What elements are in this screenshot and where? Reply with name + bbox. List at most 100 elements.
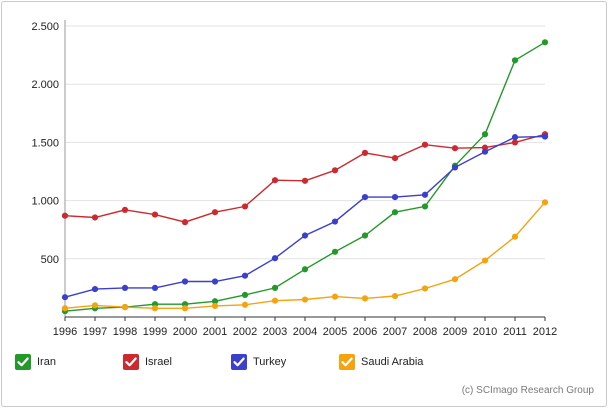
legend-label: Israel [145,356,172,368]
data-point-iran [391,209,399,216]
checkbox-check-icon[interactable] [231,354,247,370]
x-tick-label: 2008 [413,326,437,338]
data-point-israel [391,155,399,162]
y-tick-label: 2.500 [31,21,59,33]
x-tick-label: 2000 [173,326,197,338]
data-point-turkey [331,218,339,225]
data-point-turkey [211,278,219,285]
data-point-saudi-arabia [421,285,429,292]
checkbox-check-icon[interactable] [123,354,139,370]
data-point-turkey [181,278,189,285]
line-chart: 500 1.000 1.500 2.000 2.500 1996 1997 1998 1999… [31,20,557,338]
data-point-israel [271,177,279,184]
data-point-turkey [481,148,489,155]
data-point-saudi-arabia [391,292,399,300]
data-point-saudi-arabia [181,305,189,312]
data-point-turkey [61,294,69,301]
data-point-turkey [271,255,279,262]
data-point-iran [301,266,309,273]
data-point-iran [211,298,219,305]
credit-text: (c) SCImago Research Group [461,385,594,396]
data-point-iran [241,291,249,298]
x-tick-label: 2011 [503,326,527,338]
data-point-israel [241,203,249,210]
data-point-turkey [91,285,99,293]
data-point-saudi-arabia [301,296,309,303]
data-point-saudi-arabia [121,304,129,311]
data-point-saudi-arabia [511,233,519,240]
x-tick-label: 2004 [293,326,317,338]
x-tick-label: 1996 [53,326,77,338]
data-point-turkey [421,191,429,198]
data-point-saudi-arabia [211,302,219,310]
data-point-turkey [361,194,369,201]
data-point-iran [331,248,339,255]
series-iran [61,39,549,315]
x-tick-label: 2010 [473,326,497,338]
series-line-turkey [64,135,546,298]
series-line-saudi-arabia [64,201,546,309]
data-point-israel [211,209,219,216]
grid-lines [65,25,545,260]
axes [64,20,546,321]
x-tick-label: 1998 [113,326,137,338]
data-point-israel [121,206,129,214]
data-point-israel [61,212,69,219]
data-point-israel [151,211,159,218]
data-point-saudi-arabia [541,199,549,206]
data-point-iran [271,284,279,291]
x-tick-label: 2006 [353,326,377,338]
x-tick-label: 2007 [383,326,407,338]
legend-label: Turkey [253,356,287,368]
legend-label: Iran [37,356,56,368]
legend: Iran Israel Turkey Saudi Arabia [15,354,575,374]
x-tick-label: 2009 [443,326,467,338]
data-point-israel [511,139,519,146]
y-tick-label: 500 [41,254,59,266]
x-tick-label: 1999 [143,326,167,338]
x-tick-label: 2005 [323,326,347,338]
data-point-iran [421,203,429,210]
checkbox-check-icon[interactable] [339,354,355,370]
data-point-turkey [451,164,459,171]
series-turkey [61,133,549,301]
data-point-turkey [121,284,129,291]
data-point-saudi-arabia [91,302,99,309]
x-tick-label: 2012 [533,326,557,338]
data-point-turkey [301,232,309,239]
data-point-israel [181,219,189,226]
data-point-iran [361,232,369,239]
data-point-saudi-arabia [241,301,249,308]
data-point-saudi-arabia [61,305,69,312]
series-saudi-arabia [61,199,549,312]
data-point-saudi-arabia [361,295,369,302]
data-point-saudi-arabia [271,297,279,304]
data-point-turkey [391,194,399,201]
x-tick-label: 2003 [263,326,287,338]
data-point-israel [301,177,309,184]
x-tick-label: 2002 [233,326,257,338]
y-tick-label: 1.000 [31,196,59,208]
y-tick-labels: 500 1.000 1.500 2.000 2.500 [31,21,59,266]
data-point-saudi-arabia [331,293,339,300]
x-tick-label: 1997 [83,326,107,338]
series-israel [61,131,549,226]
legend-label: Saudi Arabia [361,356,424,368]
data-point-israel [361,149,369,156]
y-tick-label: 2.000 [31,79,59,91]
data-point-saudi-arabia [451,276,459,283]
data-point-iran [481,131,489,138]
data-point-iran [511,57,519,64]
data-point-turkey [241,272,249,279]
data-point-israel [91,214,99,221]
data-point-iran [541,39,549,46]
data-point-israel [331,167,339,174]
data-point-saudi-arabia [481,257,489,264]
checkbox-check-icon[interactable] [15,354,31,370]
data-point-israel [421,141,429,148]
x-tick-label: 2001 [203,326,227,338]
data-point-turkey [541,133,549,140]
y-tick-label: 1.500 [31,137,59,149]
data-point-turkey [511,134,519,141]
